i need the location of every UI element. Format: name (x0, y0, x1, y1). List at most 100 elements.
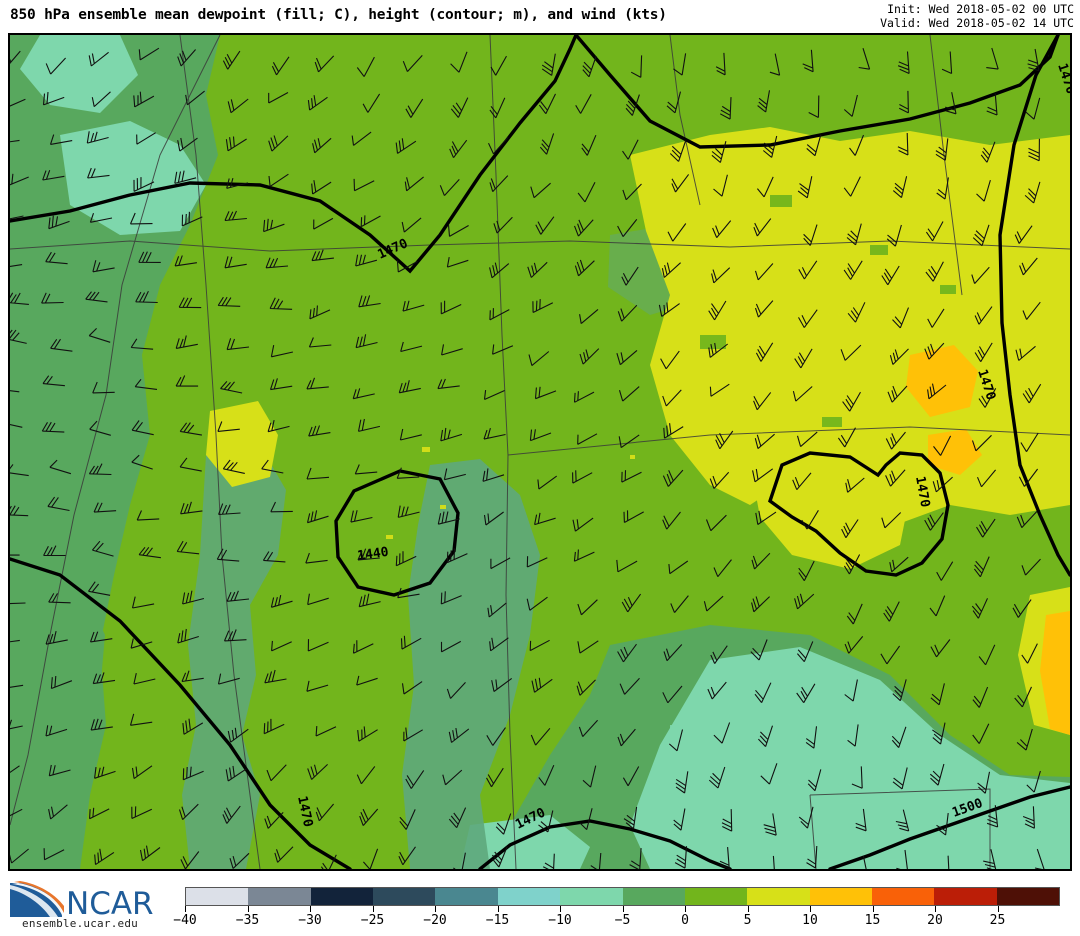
colorbar-tick-label: −20 (423, 913, 447, 928)
wind-barb (751, 596, 770, 613)
wind-barb (708, 342, 729, 358)
wind-barb (311, 180, 332, 195)
wind-barb (10, 848, 29, 864)
wind-barb (889, 556, 909, 573)
wind-barb (711, 141, 727, 163)
wind-barb (715, 52, 726, 76)
wind-barb (616, 349, 638, 366)
wind-barb (977, 771, 991, 794)
wind-barb (315, 803, 335, 822)
wind-barb (447, 224, 469, 237)
init-time-label: Init: Wed 2018-05-02 00 UTC (887, 2, 1074, 16)
wind-barb (792, 386, 813, 402)
wind-barb (976, 469, 997, 488)
wind-barb (534, 512, 556, 526)
wind-barb (847, 302, 866, 323)
wind-barb (225, 136, 247, 152)
wind-barb (531, 677, 553, 693)
wind-barb (579, 808, 593, 830)
wind-barb (668, 560, 689, 575)
wind-barb (858, 48, 871, 70)
wind-barb (130, 638, 153, 649)
wind-barb (306, 510, 329, 524)
wind-barb (314, 55, 335, 73)
wind-barb (1022, 383, 1042, 404)
wind-barb (986, 805, 999, 828)
wind-barb (10, 98, 26, 107)
wind-barb (131, 806, 153, 819)
wind-barb (794, 593, 815, 610)
wind-barb (710, 645, 728, 664)
wind-barb (311, 249, 334, 262)
colorbar-tick (685, 906, 686, 912)
wind-barb (578, 719, 599, 737)
wind-barb (92, 672, 116, 685)
wind-barb (538, 810, 554, 833)
wind-barb (10, 173, 29, 186)
wind-barb (667, 223, 687, 242)
wind-barb (669, 140, 687, 162)
wind-barb (535, 216, 555, 235)
colorbar-tick-label: −40 (173, 913, 197, 928)
wind-barb (10, 808, 23, 817)
wind-barb (218, 503, 241, 516)
wind-barb (663, 423, 684, 439)
wind-barb (925, 261, 944, 282)
wind-barb (806, 845, 818, 869)
map-panel[interactable]: 1470 1440 1470 1470 1470 1470 1470 1500 (8, 33, 1072, 871)
wind-barb (936, 561, 954, 581)
wind-barb (897, 132, 909, 156)
wind-barb (10, 765, 20, 774)
colorbar-tick-label: −10 (548, 913, 572, 928)
colorbar-strip[interactable] (185, 887, 1060, 906)
wind-barb (450, 51, 468, 73)
wind-barb (924, 342, 945, 360)
wind-barb (405, 770, 425, 789)
ncar-url-label[interactable]: ensemble.ucar.edu (22, 917, 138, 930)
wind-barb (320, 854, 337, 869)
wind-barb (483, 511, 504, 526)
wind-barb (573, 391, 595, 403)
wind-barb (792, 472, 812, 491)
wind-barb (362, 848, 379, 869)
wind-barb (577, 182, 596, 203)
wind-barb (530, 727, 551, 746)
wind-barb (572, 517, 594, 532)
wind-barb (927, 383, 947, 400)
wind-barb (177, 628, 199, 644)
colorbar-tick (622, 906, 624, 912)
wind-barb (932, 722, 946, 745)
wind-barb (707, 681, 727, 700)
wind-barb (404, 176, 424, 192)
wind-barb (180, 501, 203, 515)
wind-barb (178, 297, 202, 309)
wind-barb (453, 852, 466, 869)
wind-barb (622, 766, 640, 787)
wind-barb (42, 375, 65, 387)
colorbar[interactable]: −40 −35 −30 −25 −20 −15 −10 −5 0 5 10 15 20 25 (173, 887, 1060, 931)
wind-barb (855, 808, 867, 832)
wind-barb (264, 812, 284, 829)
ncar-logo[interactable]: NCAR (6, 879, 176, 929)
colorbar-segment (747, 888, 810, 905)
wind-barb (526, 556, 548, 568)
wind-barb (986, 93, 998, 116)
wind-barb (623, 510, 644, 523)
wind-barb (486, 727, 506, 746)
wind-barb (930, 639, 951, 658)
wind-barb (129, 212, 153, 225)
wind-barb (482, 468, 505, 482)
wind-barb (224, 210, 247, 222)
wind-barb (887, 385, 908, 403)
wind-barb (355, 334, 378, 349)
wind-barb (217, 421, 240, 432)
weather-map[interactable]: 1470 1440 1470 1470 1470 1470 1470 1500 (10, 35, 1070, 869)
wind-barb (582, 765, 597, 788)
wind-barb (980, 141, 996, 163)
wind-barb (396, 260, 418, 273)
wind-barb (796, 641, 814, 663)
wind-barb (883, 601, 900, 622)
wind-barb (185, 90, 205, 106)
colorbar-tick-label: −15 (485, 913, 510, 928)
wind-barb (263, 218, 285, 233)
